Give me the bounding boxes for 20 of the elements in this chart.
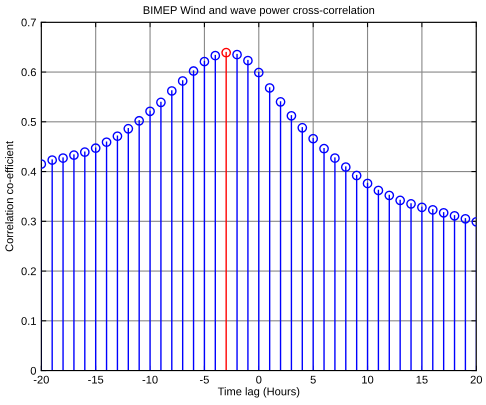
y-tick-label: 0.6 — [21, 68, 36, 76]
y-tick-label: 0.4 — [21, 168, 36, 176]
y-tick-label: 0.2 — [21, 267, 36, 276]
chart-title: BIMEP Wind and wave power cross-correlation — [144, 6, 374, 16]
x-tick-label: -10 — [142, 376, 158, 384]
x-tick-label: -15 — [88, 376, 104, 384]
y-axis-title: Correlation co-efficient — [5, 141, 14, 252]
x-tick-label: 0 — [256, 376, 262, 384]
x-tick-label: 10 — [362, 376, 374, 384]
x-tick-label: -5 — [200, 376, 209, 384]
y-tick-label: 0.3 — [21, 218, 36, 226]
x-axis-title: Time lag (Hours) — [218, 387, 300, 398]
x-tick-label: 20 — [470, 376, 482, 384]
x-tick-label: -20 — [34, 376, 49, 384]
y-tick-label: 0 — [30, 366, 36, 375]
y-tick-label: 0.5 — [21, 118, 36, 126]
x-tick-label: 15 — [416, 376, 428, 384]
y-tick-label: 0.7 — [21, 18, 36, 26]
x-tick-label: 5 — [310, 376, 316, 384]
y-tick-label: 0.1 — [21, 317, 36, 325]
